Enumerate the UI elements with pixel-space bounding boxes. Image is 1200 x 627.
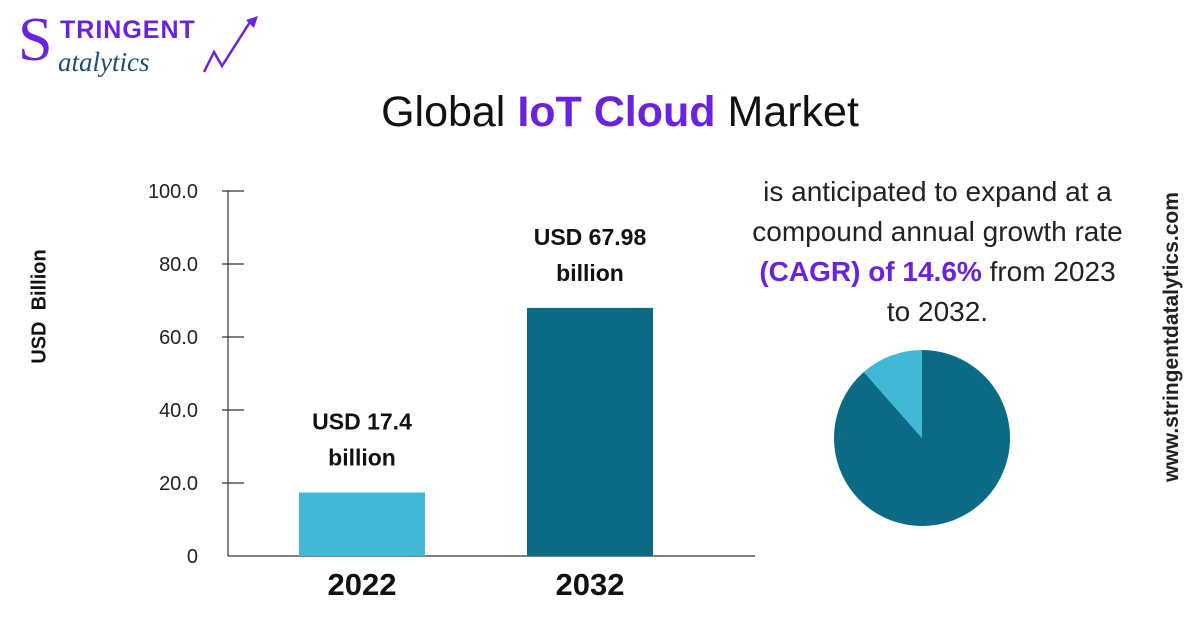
logo-line1: TRINGENT xyxy=(60,16,196,44)
y-tick-label: 20.0 xyxy=(159,473,198,495)
bar-2022 xyxy=(299,492,425,556)
y-tick-label: 80.0 xyxy=(159,254,198,276)
data-label-unit: billion xyxy=(556,260,624,286)
market-description: is anticipated to expand at a compound a… xyxy=(745,172,1130,332)
data-label-value: USD 17.4 xyxy=(312,408,412,434)
title-highlight: IoT Cloud xyxy=(517,88,716,136)
y-tick-label: 60.0 xyxy=(159,327,198,349)
website-url: www.stringentdatalytics.com xyxy=(1150,180,1194,500)
logo-initial: S xyxy=(18,8,52,74)
stringent-datalytics-logo: S TRINGENT atalytics xyxy=(18,8,258,77)
logo-line2: atalytics xyxy=(58,47,149,77)
logo-arrow-icon xyxy=(202,21,252,73)
page-title: Global IoT Cloud Market xyxy=(0,88,1200,137)
y-tick-label: 40.0 xyxy=(159,400,198,422)
title-suffix: Market xyxy=(715,88,859,136)
description-text-2: from 2023 to 2032. xyxy=(886,256,1116,327)
x-category-label: 2022 xyxy=(328,567,397,602)
title-prefix: Global xyxy=(381,88,518,136)
logo-arrowhead-icon xyxy=(246,16,258,28)
y-tick-label: 0 xyxy=(187,546,198,568)
data-label-value: USD 67.98 xyxy=(534,224,647,250)
x-category-label: 2032 xyxy=(556,567,625,602)
website-url-text: www.stringentdatalytics.com xyxy=(1160,192,1183,482)
data-label-unit: billion xyxy=(328,444,396,470)
description-text-1: is anticipated to expand at a compound a… xyxy=(752,176,1123,247)
y-tick-label: 100.0 xyxy=(148,181,198,203)
pie-slice xyxy=(863,350,922,438)
bar-2032 xyxy=(527,307,653,556)
cagr-highlight: (CAGR) of 14.6% xyxy=(759,256,982,287)
